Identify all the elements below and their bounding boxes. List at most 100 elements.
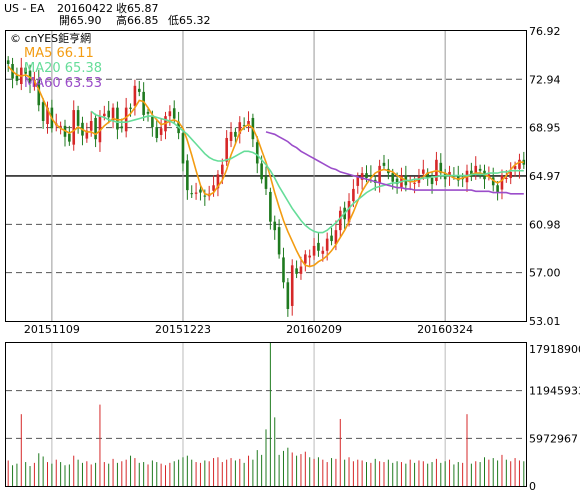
date-label: 20160422 (57, 2, 113, 15)
candle-body (474, 165, 478, 174)
candle-body (229, 131, 233, 142)
candle-body (85, 130, 89, 139)
candle-body (33, 79, 36, 87)
candle-body (133, 85, 137, 106)
date-tick-label: 20151223 (155, 323, 211, 336)
candle-body (491, 177, 495, 186)
candle-body (68, 133, 71, 142)
candle-body (159, 128, 163, 135)
candle-body (120, 126, 124, 129)
candle-body (146, 111, 150, 114)
candle-body (382, 162, 386, 166)
candle-body (76, 110, 80, 126)
candlesticks (6, 56, 526, 317)
candle-body (107, 110, 110, 118)
candle-body (365, 173, 368, 179)
candle-body (142, 91, 145, 115)
candle-body (37, 79, 41, 106)
date-tick-label: 20160209 (286, 323, 342, 336)
volume-axis-ticks: 17918900 11945933 5972967 0 (529, 343, 580, 493)
candle-body (286, 282, 290, 309)
chart-legend: © cnYES鉅亨網 MA5 66.11 MA20 65.38 MA60 63.… (10, 31, 102, 91)
candle-body (456, 175, 460, 181)
volume-tick-label: 0 (529, 480, 536, 493)
candle-body (190, 193, 194, 195)
candle-body (430, 178, 434, 185)
candle-body (295, 268, 298, 274)
price-tick-label: 68.95 (529, 122, 561, 135)
ma60-line (265, 131, 524, 195)
candle-body (439, 162, 443, 174)
candle-body (203, 195, 207, 197)
volume-tick-label: 17918900 (529, 343, 580, 356)
candle-body (234, 131, 237, 137)
candle-body (46, 107, 49, 125)
candle-body (378, 165, 381, 183)
candle-body (221, 164, 224, 175)
candle-body (413, 182, 416, 184)
candle-body (299, 266, 303, 274)
candle-body (347, 201, 351, 223)
candle-body (269, 191, 272, 222)
candle-body (255, 142, 259, 164)
candle-body (487, 174, 491, 177)
candle-body (448, 171, 451, 177)
candle-body (242, 125, 246, 127)
date-tick-label: 20160324 (417, 323, 473, 336)
candle-body (325, 238, 329, 251)
candle-body (426, 172, 429, 179)
candle-body (59, 125, 62, 127)
candle-body (155, 127, 159, 138)
candle-body (6, 60, 10, 64)
candle-body (15, 75, 19, 81)
candle-body (41, 102, 45, 121)
candle-body (89, 120, 93, 131)
candle-body (225, 137, 228, 162)
candle-body (522, 159, 526, 165)
candle-body (168, 111, 172, 117)
candle-body (321, 250, 325, 254)
close-price-label: 收65.87 (116, 2, 159, 15)
candle-body (312, 245, 316, 256)
symbol-label: US - EA (4, 2, 45, 15)
low-price-label: 低65.32 (168, 14, 211, 27)
candle-body (172, 108, 176, 119)
price-tick-label: 57.00 (529, 267, 561, 280)
candle-body (151, 116, 154, 128)
candle-body (395, 178, 399, 185)
brand-watermark: © cnYES鉅亨網 (10, 31, 91, 45)
price-tick-label: 72.94 (529, 73, 561, 86)
moving-average-lines (7, 65, 524, 268)
price-grid (6, 31, 526, 486)
date-tick-label: 20151109 (24, 323, 80, 336)
candle-body (111, 107, 115, 121)
date-axis-ticks: 20151109 20151223 20160209 20160324 (24, 323, 473, 336)
candle-body (334, 230, 338, 245)
candle-body (260, 163, 263, 180)
candle-body (509, 171, 513, 179)
legend-ma60: MA60 63.53 (24, 76, 102, 91)
candle-body (124, 107, 128, 132)
volume-tick-label: 5972967 (529, 432, 578, 445)
chart-header: US - EA 20160422 收65.87 開65.90 高66.85 低6… (4, 2, 580, 28)
price-axis-ticks: 76.92 72.94 68.95 64.97 60.98 57.00 53.01 (529, 25, 561, 328)
candle-body (422, 169, 425, 174)
price-panel-frame (5, 30, 527, 322)
candle-body (304, 254, 307, 264)
legend-ma20: MA20 65.38 (24, 61, 102, 76)
candle-body (500, 175, 504, 190)
candle-body (282, 257, 285, 283)
candle-body (103, 113, 106, 117)
volume-bars (7, 343, 525, 486)
candle-body (391, 173, 395, 182)
candle-body (330, 235, 333, 242)
ma5-line (7, 65, 524, 268)
candle-body (317, 242, 320, 251)
candle-body (94, 117, 97, 140)
candle-body (186, 160, 189, 191)
candle-body (356, 176, 360, 186)
volume-tick-label: 11945933 (529, 385, 580, 398)
candle-body (518, 159, 521, 169)
candle-body (238, 122, 242, 134)
